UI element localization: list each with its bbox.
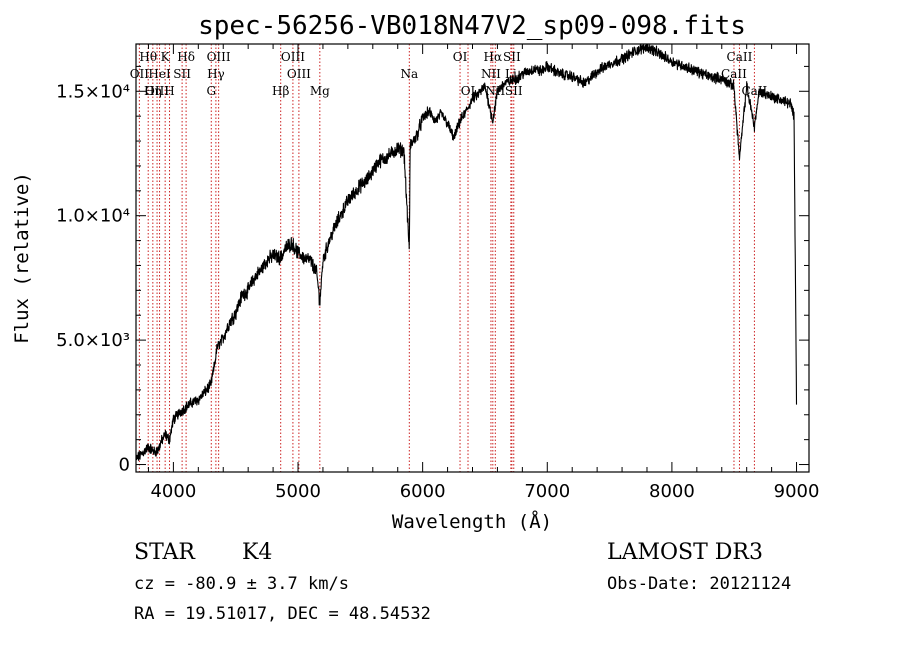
spectral-line-label: OI — [461, 84, 476, 98]
spectral-line-label: Hδ — [177, 50, 195, 64]
redshift-text: cz = -80.9 ± 3.7 km/s — [134, 574, 349, 594]
plot-frame — [135, 43, 810, 473]
spectral-line-label: SII — [505, 84, 523, 98]
spectral-line-markers — [138, 44, 755, 472]
x-tick-label: 6000 — [400, 481, 446, 502]
spectral-line-label: G — [206, 84, 216, 98]
spectral-line-label: CaII — [721, 67, 747, 81]
x-tick-label: 8000 — [649, 481, 695, 502]
spectral-line-label: Hη — [144, 84, 162, 98]
spectral-line-label: HeI — [148, 67, 171, 81]
x-tick-label: 7000 — [524, 481, 570, 502]
y-tick-label: 1.5×10⁴ — [56, 81, 130, 102]
spectral-line-label: NII — [481, 67, 501, 81]
spectral-line-label: Hθ — [139, 50, 157, 64]
x-tick-label: 9000 — [774, 481, 820, 502]
spectrum-line — [135, 44, 798, 461]
x-axis-label: Wavelength (Å) — [392, 510, 552, 533]
spectral-line-label: Hγ — [207, 67, 225, 81]
spectral-line-label: SII — [173, 67, 191, 81]
spectral-line-labels: Hθ OII OIII K HeI Hη H SII Hδ OIII Hγ G OIII OIII Hβ Mg… — [130, 50, 768, 98]
spectral-line-label: OIII — [145, 84, 169, 98]
y-axis: 0 5.0×10³ 1.0×10⁴ 1.5×10⁴ — [56, 65, 809, 476]
y-tick-label: 1.0×10⁴ — [56, 206, 130, 227]
spectral-line-label: Mg — [310, 84, 330, 98]
survey-name: LAMOST DR3 — [607, 540, 763, 565]
y-tick-label: 0 — [119, 455, 130, 476]
spectral-line-label: SII — [503, 50, 521, 64]
spectral-line-label: K — [161, 50, 171, 64]
spectral-line-label: OIII — [207, 50, 231, 64]
coordinates-text: RA = 19.51017, DEC = 48.54532 — [134, 604, 431, 624]
x-axis: 4000 5000 6000 7000 8000 9000 — [147, 44, 820, 502]
spectral-line-label: Na — [400, 67, 418, 81]
object-class: STAR — [134, 540, 195, 565]
spectral-line-label: Hα — [484, 50, 503, 64]
x-tick-label: 4000 — [150, 481, 196, 502]
spectral-line-label: Hβ — [272, 84, 289, 98]
y-axis-label: Flux (relative) — [11, 172, 33, 344]
obs-date-text: Obs-Date: 20121124 — [607, 574, 792, 594]
y-tick-label: 5.0×10³ — [56, 330, 130, 351]
chart-title: spec-56256-VB018N47V2_sp09-098.fits — [198, 11, 746, 41]
spectral-line-label: CaII — [727, 50, 753, 64]
spectral-line-label: Li — [505, 67, 517, 81]
x-tick-label: 5000 — [275, 481, 321, 502]
spectral-line-label: OI — [453, 50, 468, 64]
spectral-line-label: OIII — [281, 50, 305, 64]
spectral-line-label: H — [164, 84, 174, 98]
spectral-line-label: OIII — [287, 67, 311, 81]
spectral-line-label: OII — [130, 67, 150, 81]
subclass: K4 — [242, 540, 273, 565]
